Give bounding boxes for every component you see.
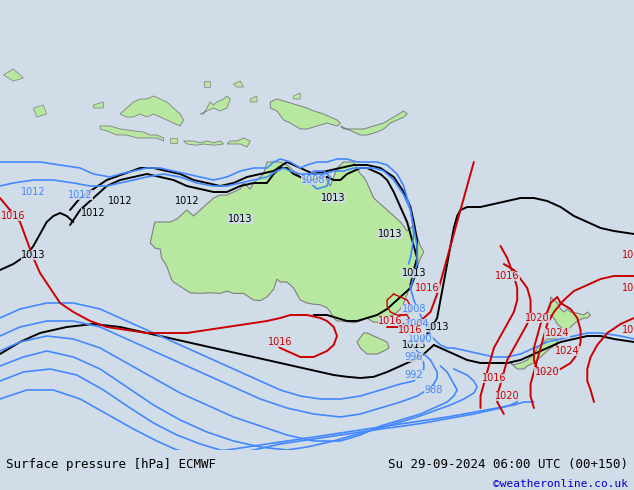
Text: Surface pressure [hPa] ECMWF: Surface pressure [hPa] ECMWF	[6, 458, 216, 470]
Polygon shape	[294, 93, 301, 99]
Text: 1016: 1016	[415, 283, 439, 293]
Polygon shape	[200, 96, 230, 114]
Text: 1013: 1013	[21, 250, 46, 260]
Text: 1004: 1004	[405, 319, 429, 329]
Text: 1020: 1020	[622, 250, 634, 260]
Text: 1013: 1013	[321, 193, 346, 203]
Text: 1012: 1012	[68, 190, 93, 200]
Text: 1012: 1012	[174, 196, 199, 206]
Text: 1020: 1020	[622, 283, 634, 293]
Text: 1012: 1012	[108, 196, 133, 206]
Text: 1024: 1024	[555, 346, 579, 356]
Text: 1016: 1016	[268, 337, 292, 347]
Text: 1012: 1012	[81, 208, 106, 218]
Polygon shape	[100, 126, 164, 141]
Polygon shape	[547, 297, 591, 338]
Polygon shape	[357, 333, 389, 354]
Polygon shape	[34, 105, 47, 117]
Polygon shape	[150, 162, 424, 323]
Text: 1013: 1013	[425, 322, 450, 332]
Polygon shape	[3, 69, 23, 81]
Polygon shape	[120, 96, 183, 126]
Text: 1016: 1016	[398, 325, 423, 335]
Text: 1020: 1020	[535, 367, 560, 377]
Polygon shape	[270, 99, 340, 129]
Text: 992: 992	[404, 370, 423, 380]
Text: ©weatheronline.co.uk: ©weatheronline.co.uk	[493, 479, 628, 489]
Text: 1020: 1020	[495, 391, 519, 401]
Text: 1012: 1012	[21, 187, 46, 197]
Text: 1016: 1016	[622, 325, 634, 335]
Polygon shape	[170, 138, 177, 143]
Text: 1016: 1016	[482, 373, 506, 383]
Text: 1013: 1013	[401, 268, 426, 278]
Text: 1013: 1013	[401, 340, 426, 350]
Polygon shape	[340, 111, 407, 135]
Text: 1013: 1013	[228, 214, 252, 224]
Text: Su 29-09-2024 06:00 UTC (00+150): Su 29-09-2024 06:00 UTC (00+150)	[387, 458, 628, 470]
Polygon shape	[204, 81, 210, 87]
Text: 1016: 1016	[495, 271, 519, 281]
Text: 988: 988	[425, 385, 443, 395]
Text: 1008: 1008	[301, 175, 326, 185]
Text: 1013: 1013	[378, 229, 403, 239]
Text: 1016: 1016	[1, 211, 25, 221]
Text: 1024: 1024	[545, 328, 569, 338]
Polygon shape	[250, 96, 257, 102]
Polygon shape	[510, 339, 557, 369]
Text: 996: 996	[404, 352, 423, 362]
Text: 1020: 1020	[525, 313, 550, 323]
Text: 1008: 1008	[401, 304, 426, 314]
Text: 1000: 1000	[408, 334, 432, 344]
Polygon shape	[227, 138, 250, 147]
Text: 1016: 1016	[378, 316, 403, 326]
Polygon shape	[183, 141, 224, 145]
Polygon shape	[93, 102, 103, 108]
Polygon shape	[233, 81, 243, 87]
